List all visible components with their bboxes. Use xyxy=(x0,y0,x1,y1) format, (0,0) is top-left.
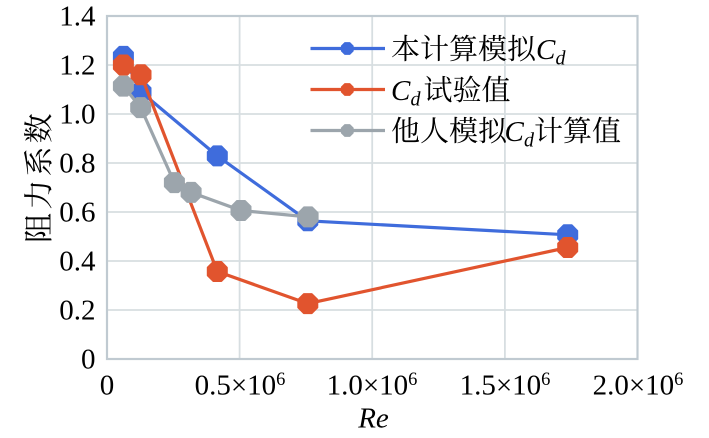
svg-text:1.0: 1.0 xyxy=(59,99,95,131)
svg-text:C: C xyxy=(505,116,525,148)
svg-text:0.2: 0.2 xyxy=(59,295,95,327)
svg-text:C: C xyxy=(536,34,556,66)
svg-text:2.0×106: 2.0×106 xyxy=(593,370,684,402)
svg-text:0: 0 xyxy=(100,370,115,402)
svg-text:1.5×106: 1.5×106 xyxy=(460,370,551,402)
svg-text:1.2: 1.2 xyxy=(59,50,95,82)
svg-text:C: C xyxy=(391,75,411,107)
svg-text:0: 0 xyxy=(81,344,96,376)
svg-text:0.4: 0.4 xyxy=(59,246,96,278)
svg-text:d: d xyxy=(411,89,422,111)
svg-text:d: d xyxy=(524,130,535,152)
svg-text:1.4: 1.4 xyxy=(59,1,96,33)
svg-text:0.6: 0.6 xyxy=(59,197,95,229)
svg-text:0.8: 0.8 xyxy=(59,148,95,180)
svg-text:1.0×106: 1.0×106 xyxy=(327,370,418,402)
svg-text:Re: Re xyxy=(357,403,389,435)
svg-text:d: d xyxy=(556,48,567,70)
svg-text:0.5×106: 0.5×106 xyxy=(195,370,286,402)
